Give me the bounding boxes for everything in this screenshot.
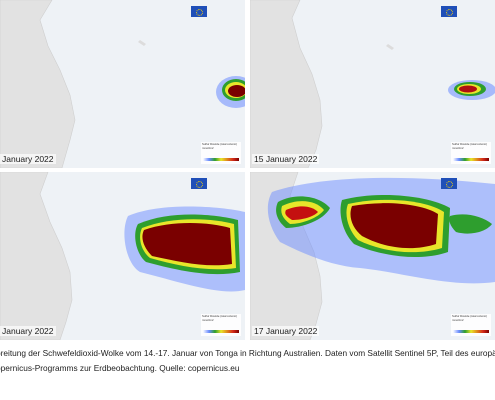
so2-plume-core (142, 223, 232, 266)
map-panel-4: Sulfur Dioxide (total column) mmol/m2 17… (250, 172, 495, 340)
legend-title: Sulfur Dioxide (total column) (202, 142, 238, 146)
so2-plume-core (459, 85, 477, 93)
eu-flag-icon (191, 6, 207, 17)
australia-landmass (0, 172, 73, 340)
legend-unit: mmol/m2 (202, 146, 214, 150)
date-label: January 2022 (0, 326, 56, 336)
map-3-svg (0, 172, 245, 340)
figure-caption: breitung der Schwefeldioxid-Wolke vom 14… (0, 346, 495, 376)
date-label: 15 January 2022 (252, 154, 320, 164)
so2-plume-core (350, 203, 438, 249)
so2-plume-east (449, 214, 492, 234)
caption-line-2: opernicus-Programms zur Erdbeobachtung. … (0, 363, 240, 373)
legend-colorbar (203, 330, 239, 333)
legend-title: Sulfur Dioxide (total column) (202, 314, 238, 318)
legend-title: Sulfur Dioxide (total column) (452, 314, 488, 318)
legend-colorbar (203, 158, 239, 161)
legend-unit: mmol/m2 (202, 318, 214, 322)
new-caledonia-island (386, 44, 394, 50)
legend-unit: mmol/m2 (452, 146, 464, 150)
caption-line-1: breitung der Schwefeldioxid-Wolke vom 14… (0, 348, 495, 358)
map-2-svg (250, 0, 495, 168)
map-1-svg (0, 0, 245, 168)
legend-colorbar (453, 330, 489, 333)
legend-unit: mmol/m2 (452, 318, 464, 322)
australia-landmass (0, 0, 76, 168)
new-caledonia-island (138, 40, 146, 46)
colorbar-legend: Sulfur Dioxide (total column) mmol/m2 (451, 142, 491, 164)
eu-flag-icon (441, 178, 457, 189)
colorbar-legend: Sulfur Dioxide (total column) mmol/m2 (201, 142, 241, 164)
so2-plume-core (228, 85, 245, 97)
map-panel-1: Sulfur Dioxide (total column) mmol/m2 Ja… (0, 0, 245, 168)
colorbar-legend: Sulfur Dioxide (total column) mmol/m2 (451, 314, 491, 336)
so2-plume-west-core (285, 206, 318, 220)
date-label: January 2022 (0, 154, 56, 164)
legend-title: Sulfur Dioxide (total column) (452, 142, 488, 146)
eu-flag-icon (441, 6, 457, 17)
map-panel-2: Sulfur Dioxide (total column) mmol/m2 15… (250, 0, 495, 168)
map-panel-3: Sulfur Dioxide (total column) mmol/m2 Ja… (0, 172, 245, 340)
australia-landmass (250, 0, 323, 168)
date-label: 17 January 2022 (252, 326, 320, 336)
legend-colorbar (453, 158, 489, 161)
eu-flag-icon (191, 178, 207, 189)
colorbar-legend: Sulfur Dioxide (total column) mmol/m2 (201, 314, 241, 336)
satellite-map-grid: Sulfur Dioxide (total column) mmol/m2 Ja… (0, 0, 495, 340)
map-4-svg (250, 172, 495, 340)
